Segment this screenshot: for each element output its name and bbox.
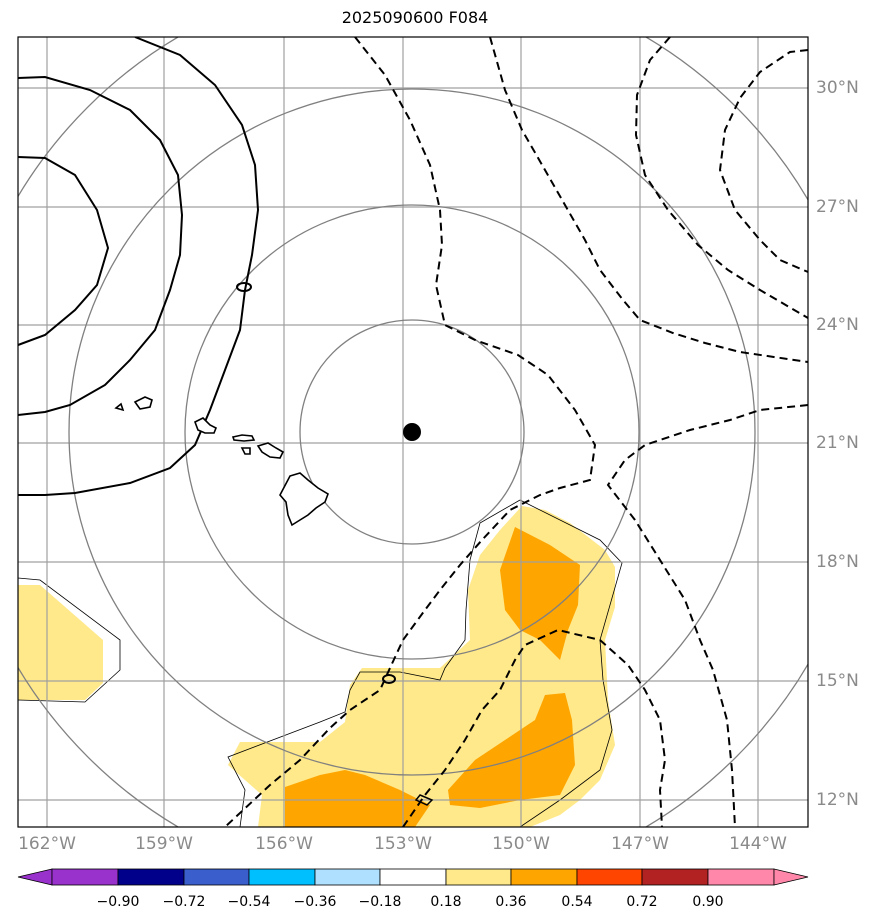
colorbar-tick-label: 0.54 xyxy=(561,894,593,910)
colorbar-tick-label: −0.90 xyxy=(96,894,140,910)
colorbar-low-extension xyxy=(17,868,53,886)
shaded-region-orange xyxy=(285,527,580,827)
map-frame xyxy=(17,36,809,828)
lat-label: 27°N xyxy=(816,197,859,217)
colorbar-tick-label: −0.18 xyxy=(358,894,402,910)
lat-label: 15°N xyxy=(816,671,859,691)
colorbar-tick-label: 0.90 xyxy=(692,894,724,910)
graticule xyxy=(18,37,808,827)
hawaiian-islands xyxy=(114,396,329,527)
colorbar-tick-label: 0.18 xyxy=(430,894,462,910)
lon-label: 150°W xyxy=(492,834,550,854)
lat-label: 21°N xyxy=(816,433,859,453)
map-title: 2025090600 F084 xyxy=(341,8,489,27)
lat-label: 30°N xyxy=(816,78,859,98)
colorbar-tick-label: 0.72 xyxy=(626,894,658,910)
lon-label: 159°W xyxy=(135,834,193,854)
colorbar xyxy=(17,868,809,886)
colorbar-tick-label: −0.36 xyxy=(293,894,337,910)
positive-contours xyxy=(18,37,260,496)
negative-contours xyxy=(224,37,808,827)
storm-center-dot xyxy=(403,423,421,441)
distance-rings xyxy=(18,37,808,827)
map-plot-area xyxy=(18,37,808,827)
lon-label: 147°W xyxy=(611,834,669,854)
lat-label: 12°N xyxy=(816,790,859,810)
colorbar-tick-label: 0.36 xyxy=(495,894,527,910)
colorbar-tick-label: −0.54 xyxy=(227,894,271,910)
lon-label: 144°W xyxy=(729,834,787,854)
colorbar-high-extension xyxy=(773,868,809,886)
colorbar-tick-label: −0.72 xyxy=(162,894,206,910)
lat-label: 24°N xyxy=(816,315,859,335)
lon-label: 153°W xyxy=(374,834,432,854)
lon-label: 162°W xyxy=(18,834,76,854)
lat-label: 18°N xyxy=(816,552,859,572)
lon-label: 156°W xyxy=(255,834,313,854)
